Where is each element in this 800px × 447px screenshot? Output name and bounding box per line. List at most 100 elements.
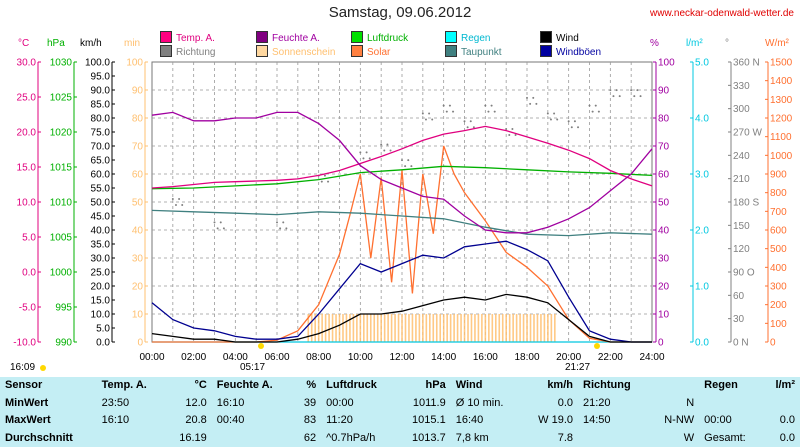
x-tick-label: 16:00 xyxy=(473,352,498,363)
direction-point xyxy=(472,126,475,129)
sunshine-bar xyxy=(536,314,539,342)
stats-cell: 1011.9 xyxy=(412,396,446,409)
direction-point xyxy=(410,165,413,168)
sunshine-bar xyxy=(501,314,504,342)
stats-cell: 16:10 xyxy=(216,396,245,409)
sunshine-bar xyxy=(515,314,518,342)
stats-cell: 00:00 xyxy=(704,414,732,427)
sunshine-bar xyxy=(477,314,480,342)
temp-axis-label: 20.0 xyxy=(17,128,37,139)
x-tick-label: 24:00 xyxy=(639,352,664,363)
sunshine-bar xyxy=(529,314,532,342)
sunshine-bar xyxy=(467,314,469,342)
direction-axis-label: 360 N xyxy=(733,58,760,69)
direction-point xyxy=(407,159,410,162)
direction-point xyxy=(171,198,174,200)
stats-cell: N-NW xyxy=(664,414,695,427)
wind-axis-label: 15.0 xyxy=(91,296,111,307)
stats-row-avg: Durchschnitt 16.19 62 ^0.7hPa/h 1013.7 7… xyxy=(0,430,800,447)
sunshine-bar xyxy=(439,314,442,342)
sunshine-bar xyxy=(474,314,476,342)
stats-cell xyxy=(97,430,166,447)
stats-cell: 23:50 xyxy=(101,396,130,409)
sunshine-bar xyxy=(498,314,501,342)
rain-axis-label: 5.0 xyxy=(695,58,709,69)
direction-axis-label: 180 S xyxy=(733,198,759,209)
solar-axis-label: 500 xyxy=(770,244,787,255)
stats-table: Sensor Temp. A. °C Feuchte A. % Luftdruc… xyxy=(0,377,800,447)
direction-point xyxy=(323,174,326,177)
direction-axis-label: 0 N xyxy=(733,338,749,349)
x-tick-label: 18:00 xyxy=(514,352,539,363)
direction-point xyxy=(219,221,222,224)
direction-point xyxy=(463,120,466,123)
direction-point xyxy=(380,143,383,146)
legend-dewpoint: Taupunkt xyxy=(445,45,502,58)
rain-axis-label: 2.0 xyxy=(695,226,709,237)
humidity-axis-label: 50 xyxy=(658,198,670,209)
stats-cell: Ø 10 min. xyxy=(455,396,504,409)
humidity-axis-label: 90 xyxy=(658,86,670,97)
stats-header-cell: °C xyxy=(194,379,207,392)
wind-axis-label: 95.0 xyxy=(91,72,111,83)
chart-title: Samstag, 09.06.2012 xyxy=(328,4,472,21)
sunshine-bar xyxy=(446,314,448,342)
stats-cell: W xyxy=(683,431,695,444)
sunshine-bar xyxy=(401,314,403,342)
sunshine-bar xyxy=(463,314,466,342)
wind-axis-label: 0.0 xyxy=(96,338,110,349)
stats-header-cell xyxy=(650,377,700,395)
sunshine-bar xyxy=(449,314,452,342)
stats-cell: 62 xyxy=(303,431,317,444)
legend-temp: Temp. A. xyxy=(160,31,215,44)
direction-axis-label: 60 xyxy=(733,291,745,302)
sunshine-bar xyxy=(488,314,490,342)
sunshine-bar xyxy=(470,314,473,342)
direction-axis-label: 300 xyxy=(733,104,750,115)
direction-point xyxy=(282,221,285,224)
stats-cell: 1013.7 xyxy=(412,431,446,444)
pressure-axis-label: 995 xyxy=(55,303,72,314)
direction-point xyxy=(428,112,431,115)
sunshine-bar xyxy=(349,314,351,342)
sunshine-axis-label: 80 xyxy=(132,114,144,125)
stats-header-cell: Luftdruck xyxy=(326,379,377,392)
rain-axis-label: 4.0 xyxy=(695,114,709,125)
sunshine-axis-label: 20 xyxy=(132,282,144,293)
stats-cell: 16.19 xyxy=(179,431,207,444)
stats-cell: 00:40 xyxy=(216,414,245,427)
direction-point xyxy=(535,102,538,105)
wind-axis-label: 20.0 xyxy=(91,282,111,293)
temp-axis-label: 30.0 xyxy=(17,58,37,69)
direction-point xyxy=(181,204,184,206)
direction-axis-label: 90 O xyxy=(733,268,755,279)
sunshine-bar xyxy=(422,314,424,342)
direction-point xyxy=(445,110,448,113)
direction-point xyxy=(466,126,469,129)
direction-point xyxy=(567,120,570,123)
direction-point xyxy=(594,104,597,107)
solar-axis-label: 600 xyxy=(770,226,787,237)
stats-cell: Durchschnitt xyxy=(5,431,73,444)
solar-axis-label: 900 xyxy=(770,170,787,181)
stats-row-min: MinWert 23:50 12.0 16:10 39 00:00 1011.9… xyxy=(0,395,800,413)
sunshine-bar xyxy=(533,314,535,342)
sunshine-bar xyxy=(460,314,462,342)
pressure-axis-label: 1025 xyxy=(50,93,73,104)
sunshine-bar xyxy=(429,314,431,342)
sunshine-bar xyxy=(505,314,508,342)
sunshine-bar xyxy=(404,314,407,342)
temp-axis-label: 5.0 xyxy=(22,233,36,244)
humidity-line xyxy=(151,111,653,234)
stats-header-cell: Feuchte A. xyxy=(216,379,273,392)
pressure-axis-label: 1005 xyxy=(50,233,73,244)
direction-point xyxy=(424,118,427,121)
direction-point xyxy=(216,227,219,230)
site-link[interactable]: www.neckar-odenwald-wetter.de xyxy=(650,8,794,19)
wind-axis-label: 10.0 xyxy=(91,310,111,321)
stats-header-cell: % xyxy=(306,379,317,392)
stats-cell: 0.0 xyxy=(779,431,795,444)
direction-point xyxy=(573,120,576,123)
sunshine-axis-label: 40 xyxy=(132,226,144,237)
x-tick-label: 12:00 xyxy=(389,352,414,363)
